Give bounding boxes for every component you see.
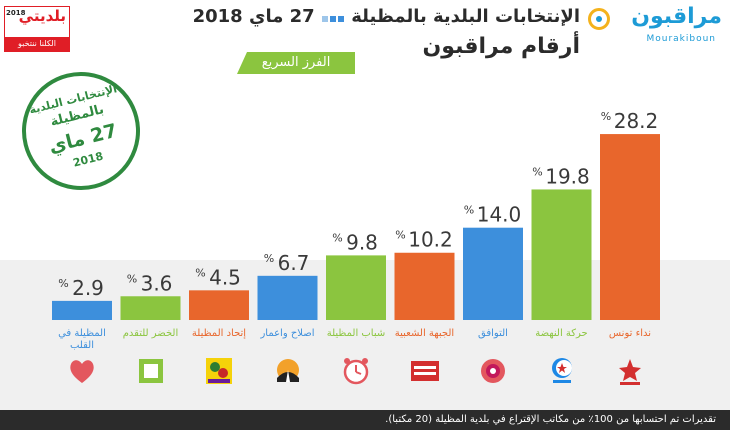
badge-slogan: الكلنا ننتخبو [5,37,69,51]
baladia-badge: 2018 بلديتي الكلنا ننتخبو [4,6,70,52]
logo-latin: Mourakiboun [646,34,716,44]
bar [600,134,660,320]
bar [120,296,181,320]
ennahdha-logo-icon [547,356,577,386]
category-label: شباب المظيلة [326,328,386,339]
union-logo-icon [204,356,234,386]
bar-value-label: 10.2 [408,228,453,252]
category-label: إتحاد المظيلة [191,328,247,339]
nidaa-tounes-logo-icon [615,356,645,386]
bar-value-label: 4.5 [209,265,241,289]
separator-square [337,16,344,22]
bar [463,227,523,320]
separator-square [329,16,336,22]
bar-value-label: 3.6 [141,271,173,295]
percent-sign: % [58,277,68,290]
separator-square [321,16,328,22]
logo-name: مراقبون [631,4,722,29]
bar-value-label: 6.7 [278,251,310,275]
category-label: التوافق [478,328,508,339]
percent-sign: % [332,231,342,244]
quick-count-tag: الفرز السريع للأصوات [237,52,355,74]
front-logo-icon [410,356,440,386]
mourakiboun-logo: مراقبون Mourakiboun [582,4,722,48]
header-date: 27 ماي 2018 [192,6,315,27]
bar [326,255,386,320]
eye-logo-icon [588,8,610,30]
bar [257,275,318,320]
bar-value-label: 19.8 [545,164,590,188]
badge-word: بلديتي [18,7,66,25]
percent-sign: % [195,266,205,279]
bar-value-label: 2.9 [72,276,104,300]
category-label: نداء تونس [608,328,652,339]
percent-sign: % [127,272,137,285]
percent-sign: % [532,165,542,178]
bar-value-label: 28.2 [614,109,659,133]
heart-logo-icon [67,356,97,386]
bar [531,189,592,320]
percent-sign: % [395,229,405,242]
footnote: تقديرات تم احتسابها من 100٪ من مكاتب الإ… [0,410,730,430]
bar-value-label: 9.8 [346,230,378,254]
category-label: اصلاح واعمار [260,328,315,339]
badge-year: 2018 [6,9,26,17]
sun-road-logo-icon [273,356,303,386]
percent-sign: % [464,204,474,217]
category-label: حركة النهضة [535,328,588,339]
bar-value-label: 14.0 [477,203,522,227]
category-label: الجبهة الشعبية [394,328,455,339]
bar [52,300,112,320]
percent-sign: % [264,252,274,265]
percent-sign: % [601,110,611,123]
bar [394,252,455,320]
category-label: الخضر للتقدم [122,328,179,339]
green-square-logo-icon [136,356,166,386]
page-subtitle: أرقام مراقبون [422,34,580,59]
bar [189,290,249,320]
header-title: الإنتخابات البلدية بالمظيلة 27 ماي 2018 [193,6,580,27]
rose-logo-icon [478,356,508,386]
alarm-clock-logo-icon [341,356,371,386]
header-title-text: الإنتخابات البلدية بالمظيلة [351,6,580,27]
category-label: المظيلة في القلب [58,328,106,351]
